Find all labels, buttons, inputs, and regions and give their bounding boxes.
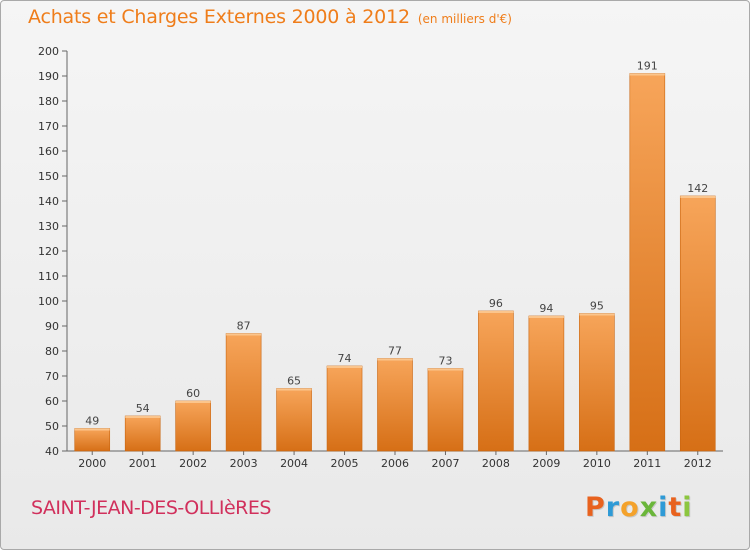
data-label-2011: 191 xyxy=(637,60,658,73)
data-label-2006: 77 xyxy=(388,345,402,358)
bar-2008 xyxy=(478,310,514,452)
bar-highlight xyxy=(680,196,716,198)
bar-highlight xyxy=(226,333,262,336)
y-tick-label: 110 xyxy=(38,270,59,283)
data-label-2012: 142 xyxy=(687,182,708,195)
y-axis: 40 50 60 70 80 90 100 110 120 130 140 150 160 170 180 1… xyxy=(38,45,68,458)
bar-2002 xyxy=(175,400,211,452)
data-label-2010: 95 xyxy=(590,300,604,313)
logo-letter: i xyxy=(658,492,669,523)
logo-letter: t xyxy=(668,492,683,523)
bar-2000 xyxy=(74,428,111,452)
bar-2005 xyxy=(326,365,363,452)
x-tick-label: 2004 xyxy=(280,457,308,470)
logo-letter: P xyxy=(585,492,606,523)
x-tick-label: 2003 xyxy=(230,457,258,470)
x-tick-label: 2001 xyxy=(129,457,157,470)
bar-2004 xyxy=(276,388,312,452)
bar-2012 xyxy=(679,195,716,452)
bar-2003 xyxy=(225,333,262,452)
y-tick-label: 180 xyxy=(38,95,59,108)
bar-2007 xyxy=(427,368,464,452)
y-tick-label: 160 xyxy=(38,145,59,158)
y-tick-label: 140 xyxy=(38,195,59,208)
bar-2011 xyxy=(629,73,666,452)
data-label-2008: 96 xyxy=(489,297,503,310)
x-tick-label: 2010 xyxy=(583,457,611,470)
y-tick-label: 130 xyxy=(38,220,59,233)
data-label-2009: 94 xyxy=(539,302,553,315)
x-tick-label: 2002 xyxy=(179,457,207,470)
y-tick-label: 80 xyxy=(45,345,59,358)
data-label-2005: 74 xyxy=(338,352,352,365)
bar-highlight xyxy=(478,311,514,313)
logo-letter: r xyxy=(605,492,621,523)
data-label-2003: 87 xyxy=(237,320,251,333)
logo-letter: x xyxy=(639,492,659,523)
bar-2009 xyxy=(528,315,565,452)
y-tick-label: 90 xyxy=(45,320,59,333)
y-tick-label: 50 xyxy=(45,420,59,433)
data-label-2000: 49 xyxy=(85,415,99,428)
bar-highlight xyxy=(276,388,312,391)
y-tick-label: 170 xyxy=(38,120,59,133)
bar-2010 xyxy=(579,313,615,452)
y-tick-label: 70 xyxy=(45,370,59,383)
bar-highlight xyxy=(175,401,211,403)
x-tick-label: 2007 xyxy=(431,457,459,470)
data-label-2002: 60 xyxy=(186,387,200,400)
data-label-2001: 54 xyxy=(136,402,150,415)
x-tick-label: 2009 xyxy=(532,457,560,470)
bar-2001 xyxy=(124,415,161,452)
y-tick-label: 100 xyxy=(38,295,59,308)
chart-subtitle: (en milliers d'€) xyxy=(417,12,512,26)
x-tick-label: 2008 xyxy=(482,457,510,470)
x-tick-label: 2000 xyxy=(78,457,106,470)
x-axis: 2000 2001 2002 2003 2004 2005 2006 2007 2008 2009… xyxy=(67,450,723,470)
y-tick-label: 200 xyxy=(38,45,59,58)
logo-letter: o xyxy=(620,492,640,523)
bar-2006 xyxy=(377,358,413,452)
y-tick-label: 150 xyxy=(38,170,59,183)
commune-name: SAINT-JEAN-DES-OLLIèRES xyxy=(31,497,271,519)
bar-highlight xyxy=(125,416,161,418)
bar-highlight xyxy=(327,366,363,368)
bar-highlight xyxy=(629,73,665,76)
bar-highlight xyxy=(579,313,615,316)
x-tick-label: 2006 xyxy=(381,457,409,470)
bar-highlight xyxy=(377,358,413,361)
logo-letter: i xyxy=(682,492,693,523)
bar-highlight xyxy=(528,316,564,318)
bar-highlight xyxy=(74,428,110,431)
proxiti-logo: Proxiti xyxy=(585,490,693,526)
chart-title-block: Achats et Charges Externes 2000 à 2012 (e… xyxy=(28,6,512,28)
y-tick-label: 120 xyxy=(38,245,59,258)
data-label-2007: 73 xyxy=(438,355,452,368)
y-tick-label: 190 xyxy=(38,70,59,83)
chart-title: Achats et Charges Externes 2000 à 2012 xyxy=(28,6,410,28)
y-tick-label: 40 xyxy=(45,445,59,458)
y-tick-label: 60 xyxy=(45,395,59,408)
x-tick-label: 2005 xyxy=(331,457,359,470)
x-tick-label: 2012 xyxy=(684,457,712,470)
data-label-2004: 65 xyxy=(287,375,301,388)
bar-highlight xyxy=(427,368,463,371)
x-tick-label: 2011 xyxy=(633,457,661,470)
bars: 49 54 60 87 65 74 77 73 96 94 95 191 142 xyxy=(74,60,716,452)
